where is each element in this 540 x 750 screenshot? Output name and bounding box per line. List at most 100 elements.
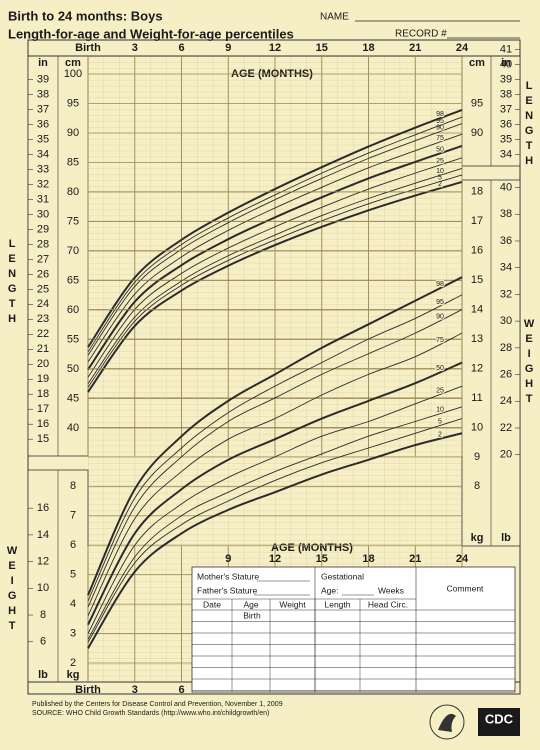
y2-tick-label: 36 (500, 235, 512, 247)
x-tick-label: 18 (362, 553, 374, 565)
x-tick-label: 18 (362, 42, 374, 54)
y-tick-label: 16 (471, 245, 483, 257)
y2-tick-label: 34 (500, 262, 512, 274)
form-column: Weight (279, 599, 306, 609)
y-tick-label: 80 (67, 186, 79, 198)
y-tick-label: 13 (471, 333, 483, 345)
y-tick-label: 9 (474, 451, 480, 463)
y2-tick-label: 36 (37, 118, 49, 130)
y2-tick-label: 22 (500, 422, 512, 434)
percentile-curve (87, 133, 463, 363)
x-tick-label: 24 (456, 553, 469, 565)
y-tick-label: 45 (67, 392, 79, 404)
y-tick-label: 50 (67, 363, 79, 375)
title: Birth to 24 months: Boys (8, 8, 163, 23)
percentile-curve (87, 418, 463, 643)
y2-tick-label: 21 (37, 343, 49, 355)
side-label: WEIGHT (6, 545, 18, 635)
y2-tick-label: 37 (500, 103, 512, 115)
y-tick-label: 55 (67, 333, 79, 345)
percentile-label: 10 (436, 407, 444, 414)
y2-tick-label: 33 (37, 163, 49, 175)
x-tick-label: 12 (269, 42, 281, 54)
unit-label: cm (469, 57, 485, 69)
y-tick-label: 18 (471, 186, 483, 198)
percentile-label: 95 (436, 299, 444, 306)
percentile-curve (87, 157, 463, 378)
percentile-label: 5 (438, 174, 442, 181)
y2-tick-label: 15 (37, 433, 49, 445)
y2-tick-label: 38 (500, 208, 512, 220)
y-tick-label: 40 (67, 422, 79, 434)
mother-stature: Mother's Stature (197, 571, 259, 581)
y-tick-label: 7 (70, 510, 76, 522)
form-column: Head Circ. (368, 599, 408, 609)
percentile-label: 50 (436, 365, 444, 372)
x-tick-label: 21 (409, 42, 421, 54)
y2-tick-label: 25 (37, 283, 49, 295)
unit-label: in (501, 57, 511, 69)
unit-label: kg (471, 532, 484, 544)
cdc-logo (478, 708, 520, 736)
side-label: WEIGHT (523, 318, 535, 408)
y2-tick-label: 23 (37, 313, 49, 325)
subtitle: Length-for-age and Weight-for-age percen… (8, 26, 294, 41)
y-tick-label: 5 (70, 569, 76, 581)
y-tick-label: 11 (471, 392, 482, 404)
form-column: Date (203, 599, 221, 609)
percentile-label: 90 (436, 313, 444, 320)
y-tick-label: 90 (67, 127, 79, 139)
y-tick-label: 65 (67, 274, 79, 286)
y2-tick-label: 37 (37, 103, 49, 115)
unit-label: in (38, 57, 48, 69)
percentile-label: 2 (438, 181, 442, 188)
y2-tick-label: 28 (500, 342, 512, 354)
y2-tick-label: 41 (500, 43, 512, 55)
percentile-label: 25 (436, 158, 444, 165)
y-tick-label: 14 (471, 303, 483, 315)
y2-tick-label: 30 (500, 315, 512, 327)
y2-tick-label: 38 (37, 88, 49, 100)
unit-label: lb (38, 669, 48, 681)
y-tick-label: 2 (70, 657, 76, 669)
y2-tick-label: 20 (500, 449, 512, 461)
percentile-curve (87, 116, 463, 353)
y2-tick-label: 18 (37, 388, 49, 400)
x-tick-label: Birth (75, 42, 101, 54)
y2-tick-label: 28 (37, 238, 49, 250)
y2-tick-label: 19 (37, 373, 49, 385)
y-tick-label: 8 (70, 480, 76, 492)
x-axis-title: AGE (MONTHS) (271, 542, 353, 554)
percentile-curve (87, 385, 463, 634)
unit-label: kg (67, 669, 80, 681)
y2-tick-label: 26 (500, 368, 512, 380)
y2-tick-label: 39 (500, 73, 512, 85)
header: Birth to 24 months: Boys Length-for-age … (8, 8, 520, 41)
percentile-curve (87, 309, 463, 608)
y2-tick-label: 17 (37, 403, 49, 415)
percentile-label: 5 (438, 418, 442, 425)
y2-tick-label: 24 (37, 298, 49, 310)
y-tick-label: 4 (70, 598, 76, 610)
percentile-curve (87, 406, 463, 640)
y2-tick-label: 26 (37, 268, 49, 280)
form-column: Age (243, 599, 258, 609)
x-tick-label: 21 (409, 553, 421, 565)
y2-tick-label: 40 (500, 58, 512, 70)
form-column: Length (325, 599, 351, 609)
percentile-curve (87, 332, 463, 617)
x-tick-label: 9 (225, 42, 231, 54)
x-tick-label: 3 (132, 42, 138, 54)
y2-tick-label: 16 (37, 502, 49, 514)
y-tick-label: 100 (64, 68, 82, 80)
y2-tick-label: 6 (40, 636, 46, 648)
published: Published by the Centers for Disease Con… (32, 701, 283, 708)
y-tick-label: 10 (471, 421, 483, 433)
y-tick-label: 3 (70, 627, 76, 639)
hhs-seal (429, 704, 465, 740)
y2-tick-label: 38 (500, 88, 512, 100)
y-tick-label: 75 (67, 215, 79, 227)
y2-tick-label: 22 (37, 328, 49, 340)
